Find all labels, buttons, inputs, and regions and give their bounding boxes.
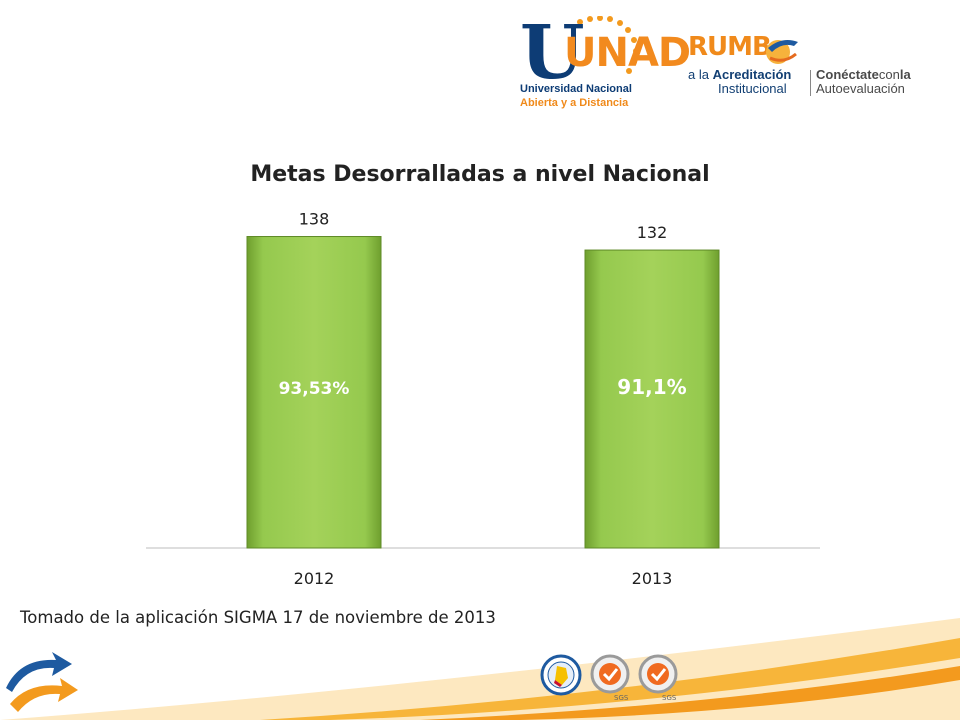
globe-arrow-icon [766,40,798,64]
x-tick-label: 2013 [632,569,673,588]
chart-title: Metas Desorralladas a nivel Nacional [250,162,710,187]
bar-chart: 138 93,53% 2012 132 91,1% 2013 [146,210,820,588]
x-tick-label: 2012 [294,569,335,588]
data-label: 132 [637,223,668,242]
unad-logo: U UNAD Universidad Nacional Abierta y a … [520,10,691,109]
unad-subtitle: Universidad Nacional Abierta y a Distanc… [520,82,650,110]
inner-percent-label: 91,1% [617,375,686,399]
unad-subtitle-line2: Abierta y a Distancia [520,97,629,109]
sgs-label: SGS [662,694,677,702]
unad-wordmark: UNAD [564,30,691,76]
sgs-seal-icon: SGS [638,654,678,702]
sgs-label: SGS [614,694,629,702]
rumbo-divider [810,70,811,96]
rumbo-side-line2: Autoevaluación [816,81,905,96]
footer-swoosh [0,618,960,720]
source-note: Tomado de la aplicación SIGMA 17 de novi… [20,608,496,627]
seal-sgs-2: SGS [638,654,682,702]
colombia-seal-icon [540,654,582,696]
arrow-logo-icon [6,652,78,712]
unad-dots-icon [577,16,639,74]
rumbo-logo: RUMB a la Acreditación Institucional Con… [688,32,928,102]
rumbo-line1: a la Acreditación [688,67,792,82]
unad-u-letter: U [520,10,585,96]
data-label: 138 [299,210,330,229]
seal-colombia [540,654,582,696]
rumbo-side-line1: Conéctateconla [816,67,911,82]
inner-percent-label: 93,53% [279,379,350,399]
bar-2013 [584,249,720,549]
unad-subtitle-line1: Universidad Nacional [520,83,632,95]
seal-sgs-1: SGS [590,654,634,702]
rumbo-wordmark: RUMB [688,32,772,62]
bar-2012 [246,236,382,549]
rumbo-line2: Institucional [718,81,787,96]
sgs-seal-icon: SGS [590,654,630,702]
